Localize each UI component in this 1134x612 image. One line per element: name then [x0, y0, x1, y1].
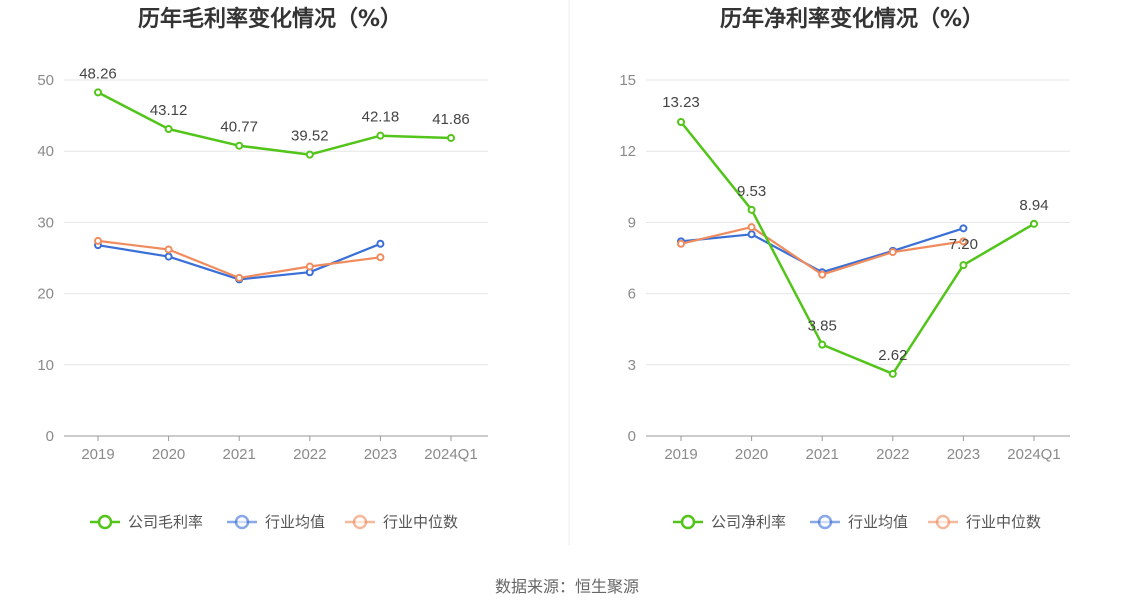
data-label: 2.62	[878, 347, 907, 364]
data-point	[959, 261, 968, 270]
legend-marker	[817, 514, 833, 530]
data-point	[305, 262, 314, 271]
legend-label: 行业均值	[265, 513, 325, 531]
legend-label: 行业中位数	[966, 513, 1041, 531]
legend-marker	[935, 514, 951, 530]
data-point	[164, 245, 173, 254]
legend-item-company[interactable]: 公司净利率	[673, 513, 786, 531]
data-label: 39.52	[291, 128, 329, 145]
series-line	[680, 121, 1035, 376]
data-point	[305, 150, 314, 159]
y-tick-label: 50	[37, 72, 54, 89]
data-label: 8.94	[1019, 197, 1048, 214]
legend-marker	[680, 514, 696, 530]
y-tick-label: 3	[628, 357, 636, 374]
series-line	[97, 239, 381, 279]
data-label: 41.86	[432, 111, 470, 128]
data-point	[235, 141, 244, 150]
data-label: 40.77	[220, 119, 258, 136]
x-tick-label: 2022	[293, 446, 326, 463]
x-tick-label: 2023	[364, 446, 397, 463]
data-point	[94, 88, 102, 97]
data-label: 42.18	[362, 109, 400, 126]
legend-label: 行业均值	[848, 513, 908, 531]
legend-item-industry_avg[interactable]: 行业均值	[227, 513, 325, 531]
data-point	[235, 273, 244, 282]
data-point	[376, 131, 385, 140]
data-point	[747, 230, 756, 239]
legend-label: 公司净利率	[711, 513, 786, 531]
data-point	[94, 236, 102, 245]
y-tick-label: 30	[37, 214, 54, 231]
data-source-note: 数据来源：恒生聚源	[495, 577, 639, 596]
series-company: 48.26 43.12 40.77 39.52 42.18 41.86	[79, 65, 470, 159]
y-tick-label: 10	[37, 357, 54, 374]
legend-marker	[234, 514, 250, 530]
x-tick-label: 2023	[947, 446, 980, 463]
chart-title: 历年毛利率变化情况（%）	[138, 6, 402, 32]
data-point	[818, 270, 827, 279]
data-label: 9.53	[737, 183, 766, 200]
series-industry_median	[94, 236, 385, 282]
data-point	[447, 133, 455, 142]
data-point	[959, 237, 968, 246]
data-label: 7.20	[949, 236, 978, 253]
data-label: 43.12	[150, 102, 188, 119]
legend-label: 行业中位数	[383, 513, 458, 531]
data-point	[677, 118, 685, 127]
data-label: 13.23	[662, 94, 700, 111]
y-tick-label: 12	[619, 143, 636, 160]
legend-item-industry_median[interactable]: 行业中位数	[345, 513, 458, 531]
legend-item-industry_median[interactable]: 行业中位数	[928, 513, 1041, 531]
data-point	[677, 239, 685, 248]
y-tick-label: 9	[628, 214, 636, 231]
data-point	[1030, 219, 1038, 228]
legend-marker	[352, 514, 368, 530]
series-industry_median	[677, 223, 968, 279]
data-point	[888, 248, 897, 257]
x-tick-label: 2022	[876, 446, 909, 463]
data-point	[747, 223, 756, 232]
x-tick-label: 2024Q1	[424, 446, 477, 463]
chart-panel-1: 历年毛利率变化情况（%） 0 10 20 30 40 50 2019 2020 2021 2022 2…	[37, 6, 488, 531]
series-line	[680, 226, 964, 276]
data-label: 48.26	[79, 65, 117, 82]
legend-item-company[interactable]: 公司毛利率	[90, 513, 203, 531]
data-point	[164, 124, 173, 133]
x-tick-label: 2020	[152, 446, 185, 463]
chart-title: 历年净利率变化情况（%）	[720, 6, 984, 32]
y-tick-label: 15	[619, 72, 636, 89]
series-line	[97, 91, 452, 156]
legend-label: 公司毛利率	[128, 513, 203, 531]
y-tick-label: 40	[37, 143, 54, 160]
data-point	[888, 369, 897, 378]
y-tick-label: 0	[46, 428, 54, 445]
x-tick-label: 2021	[806, 446, 839, 463]
series-company: 13.23 9.53 3.85 2.62 7.20 8.94	[662, 94, 1049, 378]
legend-marker	[97, 514, 113, 530]
y-tick-label: 6	[628, 286, 636, 303]
data-label: 3.85	[808, 318, 837, 335]
legend-item-industry_avg[interactable]: 行业均值	[810, 513, 908, 531]
x-tick-label: 2024Q1	[1007, 446, 1060, 463]
series-industry_avg	[677, 224, 968, 277]
x-tick-label: 2019	[664, 446, 697, 463]
data-point	[164, 252, 173, 261]
x-tick-label: 2020	[735, 446, 768, 463]
chart-panel-2: 历年净利率变化情况（%） 0 3 6 9 12 15 2019 2020 2021 2022 2023…	[619, 6, 1070, 531]
data-point	[818, 340, 827, 349]
data-point	[959, 224, 968, 233]
data-point	[376, 253, 385, 262]
data-point	[747, 205, 756, 214]
x-tick-label: 2021	[223, 446, 256, 463]
y-tick-label: 0	[628, 428, 636, 445]
y-tick-label: 20	[37, 286, 54, 303]
data-point	[376, 239, 385, 248]
x-tick-label: 2019	[81, 446, 114, 463]
